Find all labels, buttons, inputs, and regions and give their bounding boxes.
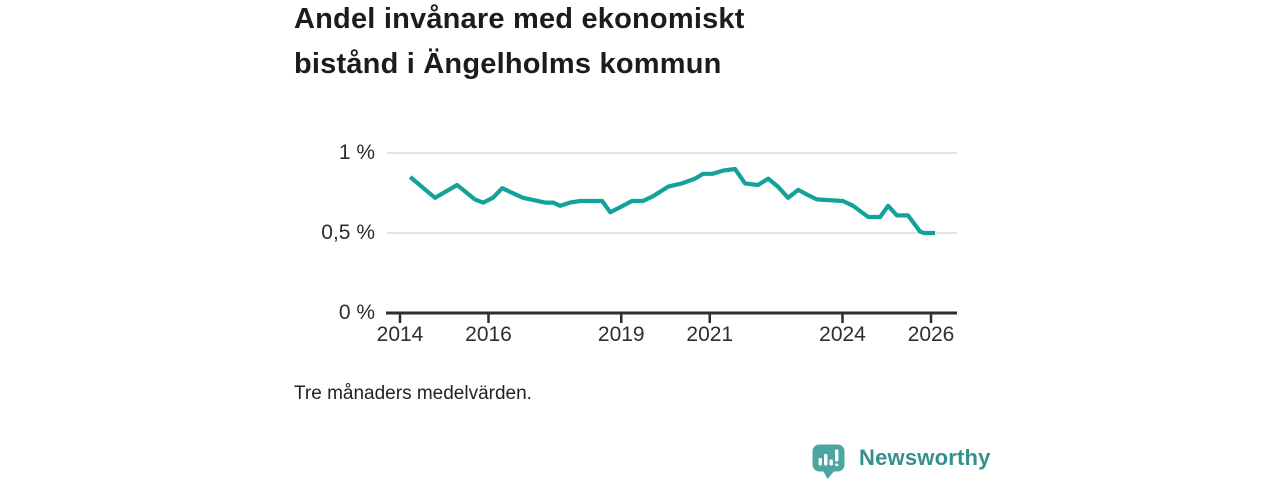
x-axis-tick-label: 2014 xyxy=(376,323,424,346)
page-title-line-2: bistånd i Ängelholms kommun xyxy=(294,48,722,80)
y-axis-tick-label: 0 % xyxy=(338,301,375,324)
newsworthy-brand: Newsworthy xyxy=(811,442,991,480)
trend-line xyxy=(408,166,935,236)
page-title: Andel invånare med ekonomiskt bistånd i … xyxy=(294,0,934,87)
newsworthy-logo-icon xyxy=(812,444,845,479)
y-axis-tick-label: 0,5 % xyxy=(321,221,375,244)
page-title-line-1: Andel invånare med ekonomiskt xyxy=(294,3,745,35)
chart-footnote: Tre månaders medelvärden. xyxy=(294,383,532,404)
x-axis-tick-label: 2021 xyxy=(686,323,734,346)
x-axis-tick-label: 2016 xyxy=(465,323,512,346)
x-axis-tick-label: 2024 xyxy=(819,323,866,346)
y-axis-tick-label: 1 % xyxy=(338,141,375,164)
x-axis-tick-label: 2019 xyxy=(597,323,645,346)
newsworthy-wordmark: Newsworthy xyxy=(859,445,991,470)
x-axis-tick-label: 2026 xyxy=(907,323,955,346)
